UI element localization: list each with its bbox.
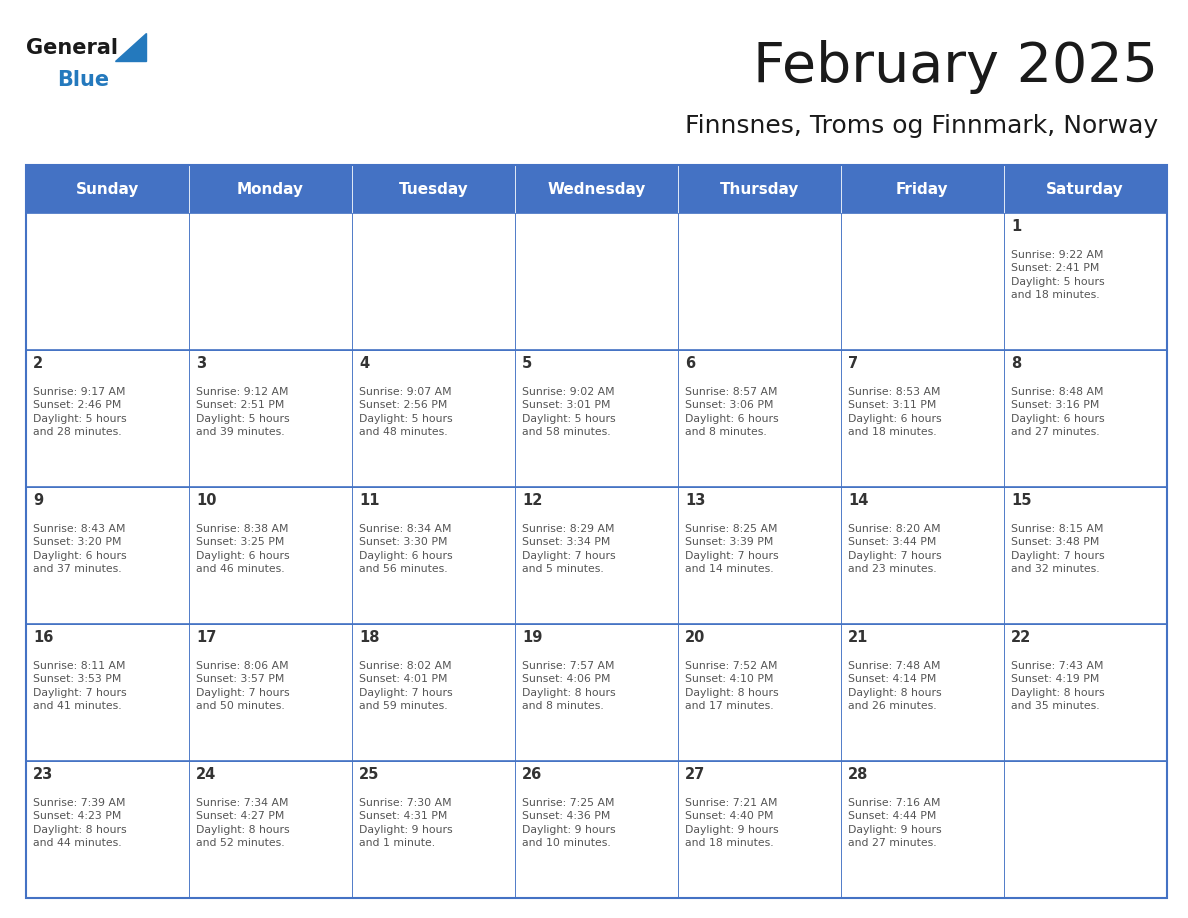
Text: Monday: Monday	[238, 182, 304, 196]
Text: Sunrise: 7:25 AM
Sunset: 4:36 PM
Daylight: 9 hours
and 10 minutes.: Sunrise: 7:25 AM Sunset: 4:36 PM Dayligh…	[522, 798, 615, 848]
Text: 1: 1	[1011, 219, 1020, 234]
Text: 24: 24	[196, 767, 216, 782]
Text: 6: 6	[685, 356, 695, 372]
Text: Sunrise: 7:30 AM
Sunset: 4:31 PM
Daylight: 9 hours
and 1 minute.: Sunrise: 7:30 AM Sunset: 4:31 PM Dayligh…	[359, 798, 453, 848]
Text: Sunrise: 8:11 AM
Sunset: 3:53 PM
Daylight: 7 hours
and 41 minutes.: Sunrise: 8:11 AM Sunset: 3:53 PM Dayligh…	[33, 661, 127, 711]
Text: Sunrise: 8:15 AM
Sunset: 3:48 PM
Daylight: 7 hours
and 32 minutes.: Sunrise: 8:15 AM Sunset: 3:48 PM Dayligh…	[1011, 523, 1105, 575]
Text: Sunrise: 8:38 AM
Sunset: 3:25 PM
Daylight: 6 hours
and 46 minutes.: Sunrise: 8:38 AM Sunset: 3:25 PM Dayligh…	[196, 523, 290, 575]
Text: Sunrise: 9:12 AM
Sunset: 2:51 PM
Daylight: 5 hours
and 39 minutes.: Sunrise: 9:12 AM Sunset: 2:51 PM Dayligh…	[196, 386, 290, 438]
Text: 26: 26	[522, 767, 542, 782]
Text: 27: 27	[685, 767, 706, 782]
Text: 23: 23	[33, 767, 53, 782]
Text: 20: 20	[685, 631, 706, 645]
Text: 10: 10	[196, 493, 216, 509]
Text: Sunrise: 8:57 AM
Sunset: 3:06 PM
Daylight: 6 hours
and 8 minutes.: Sunrise: 8:57 AM Sunset: 3:06 PM Dayligh…	[685, 386, 778, 438]
Text: Wednesday: Wednesday	[548, 182, 645, 196]
Text: 21: 21	[848, 631, 868, 645]
Text: 28: 28	[848, 767, 868, 782]
Text: Sunrise: 8:43 AM
Sunset: 3:20 PM
Daylight: 6 hours
and 37 minutes.: Sunrise: 8:43 AM Sunset: 3:20 PM Dayligh…	[33, 523, 127, 575]
Text: Sunrise: 7:34 AM
Sunset: 4:27 PM
Daylight: 8 hours
and 52 minutes.: Sunrise: 7:34 AM Sunset: 4:27 PM Dayligh…	[196, 798, 290, 848]
Text: 12: 12	[522, 493, 543, 509]
Text: Sunrise: 8:20 AM
Sunset: 3:44 PM
Daylight: 7 hours
and 23 minutes.: Sunrise: 8:20 AM Sunset: 3:44 PM Dayligh…	[848, 523, 942, 575]
Text: Tuesday: Tuesday	[399, 182, 468, 196]
Text: 8: 8	[1011, 356, 1020, 372]
Text: Sunrise: 8:53 AM
Sunset: 3:11 PM
Daylight: 6 hours
and 18 minutes.: Sunrise: 8:53 AM Sunset: 3:11 PM Dayligh…	[848, 386, 942, 438]
Text: Sunrise: 9:07 AM
Sunset: 2:56 PM
Daylight: 5 hours
and 48 minutes.: Sunrise: 9:07 AM Sunset: 2:56 PM Dayligh…	[359, 386, 453, 438]
Text: Sunrise: 9:17 AM
Sunset: 2:46 PM
Daylight: 5 hours
and 28 minutes.: Sunrise: 9:17 AM Sunset: 2:46 PM Dayligh…	[33, 386, 127, 438]
Text: 11: 11	[359, 493, 380, 509]
Text: 2: 2	[33, 356, 44, 372]
Text: Sunday: Sunday	[76, 182, 139, 196]
Text: 9: 9	[33, 493, 44, 509]
Text: 22: 22	[1011, 631, 1031, 645]
Text: 3: 3	[196, 356, 207, 372]
Text: Sunrise: 8:34 AM
Sunset: 3:30 PM
Daylight: 6 hours
and 56 minutes.: Sunrise: 8:34 AM Sunset: 3:30 PM Dayligh…	[359, 523, 453, 575]
Text: Sunrise: 7:21 AM
Sunset: 4:40 PM
Daylight: 9 hours
and 18 minutes.: Sunrise: 7:21 AM Sunset: 4:40 PM Dayligh…	[685, 798, 778, 848]
Polygon shape	[115, 33, 146, 62]
Text: Sunrise: 8:06 AM
Sunset: 3:57 PM
Daylight: 7 hours
and 50 minutes.: Sunrise: 8:06 AM Sunset: 3:57 PM Dayligh…	[196, 661, 290, 711]
Text: 5: 5	[522, 356, 532, 372]
Text: Finnsnes, Troms og Finnmark, Norway: Finnsnes, Troms og Finnmark, Norway	[685, 114, 1158, 138]
Text: General: General	[26, 39, 118, 59]
Text: Saturday: Saturday	[1047, 182, 1124, 196]
Text: Sunrise: 7:52 AM
Sunset: 4:10 PM
Daylight: 8 hours
and 17 minutes.: Sunrise: 7:52 AM Sunset: 4:10 PM Dayligh…	[685, 661, 778, 711]
Text: Sunrise: 9:02 AM
Sunset: 3:01 PM
Daylight: 5 hours
and 58 minutes.: Sunrise: 9:02 AM Sunset: 3:01 PM Dayligh…	[522, 386, 615, 438]
Text: 13: 13	[685, 493, 706, 509]
Text: 14: 14	[848, 493, 868, 509]
Text: Blue: Blue	[57, 70, 109, 90]
Text: Sunrise: 7:43 AM
Sunset: 4:19 PM
Daylight: 8 hours
and 35 minutes.: Sunrise: 7:43 AM Sunset: 4:19 PM Dayligh…	[1011, 661, 1105, 711]
Text: Sunrise: 7:48 AM
Sunset: 4:14 PM
Daylight: 8 hours
and 26 minutes.: Sunrise: 7:48 AM Sunset: 4:14 PM Dayligh…	[848, 661, 942, 711]
Text: Sunrise: 8:48 AM
Sunset: 3:16 PM
Daylight: 6 hours
and 27 minutes.: Sunrise: 8:48 AM Sunset: 3:16 PM Dayligh…	[1011, 386, 1105, 438]
Text: Sunrise: 8:25 AM
Sunset: 3:39 PM
Daylight: 7 hours
and 14 minutes.: Sunrise: 8:25 AM Sunset: 3:39 PM Dayligh…	[685, 523, 778, 575]
Text: Sunrise: 7:57 AM
Sunset: 4:06 PM
Daylight: 8 hours
and 8 minutes.: Sunrise: 7:57 AM Sunset: 4:06 PM Dayligh…	[522, 661, 615, 711]
Text: Sunrise: 9:22 AM
Sunset: 2:41 PM
Daylight: 5 hours
and 18 minutes.: Sunrise: 9:22 AM Sunset: 2:41 PM Dayligh…	[1011, 250, 1105, 300]
Text: Sunrise: 8:29 AM
Sunset: 3:34 PM
Daylight: 7 hours
and 5 minutes.: Sunrise: 8:29 AM Sunset: 3:34 PM Dayligh…	[522, 523, 615, 575]
Text: Sunrise: 7:39 AM
Sunset: 4:23 PM
Daylight: 8 hours
and 44 minutes.: Sunrise: 7:39 AM Sunset: 4:23 PM Dayligh…	[33, 798, 127, 848]
Text: Friday: Friday	[896, 182, 948, 196]
Text: 7: 7	[848, 356, 858, 372]
Text: 15: 15	[1011, 493, 1031, 509]
Text: February 2025: February 2025	[753, 39, 1158, 94]
Text: 17: 17	[196, 631, 216, 645]
Text: 19: 19	[522, 631, 543, 645]
Text: 18: 18	[359, 631, 380, 645]
Text: 16: 16	[33, 631, 53, 645]
Text: Sunrise: 8:02 AM
Sunset: 4:01 PM
Daylight: 7 hours
and 59 minutes.: Sunrise: 8:02 AM Sunset: 4:01 PM Dayligh…	[359, 661, 453, 711]
Text: 4: 4	[359, 356, 369, 372]
Text: Sunrise: 7:16 AM
Sunset: 4:44 PM
Daylight: 9 hours
and 27 minutes.: Sunrise: 7:16 AM Sunset: 4:44 PM Dayligh…	[848, 798, 942, 848]
Text: 25: 25	[359, 767, 379, 782]
Text: Thursday: Thursday	[720, 182, 800, 196]
